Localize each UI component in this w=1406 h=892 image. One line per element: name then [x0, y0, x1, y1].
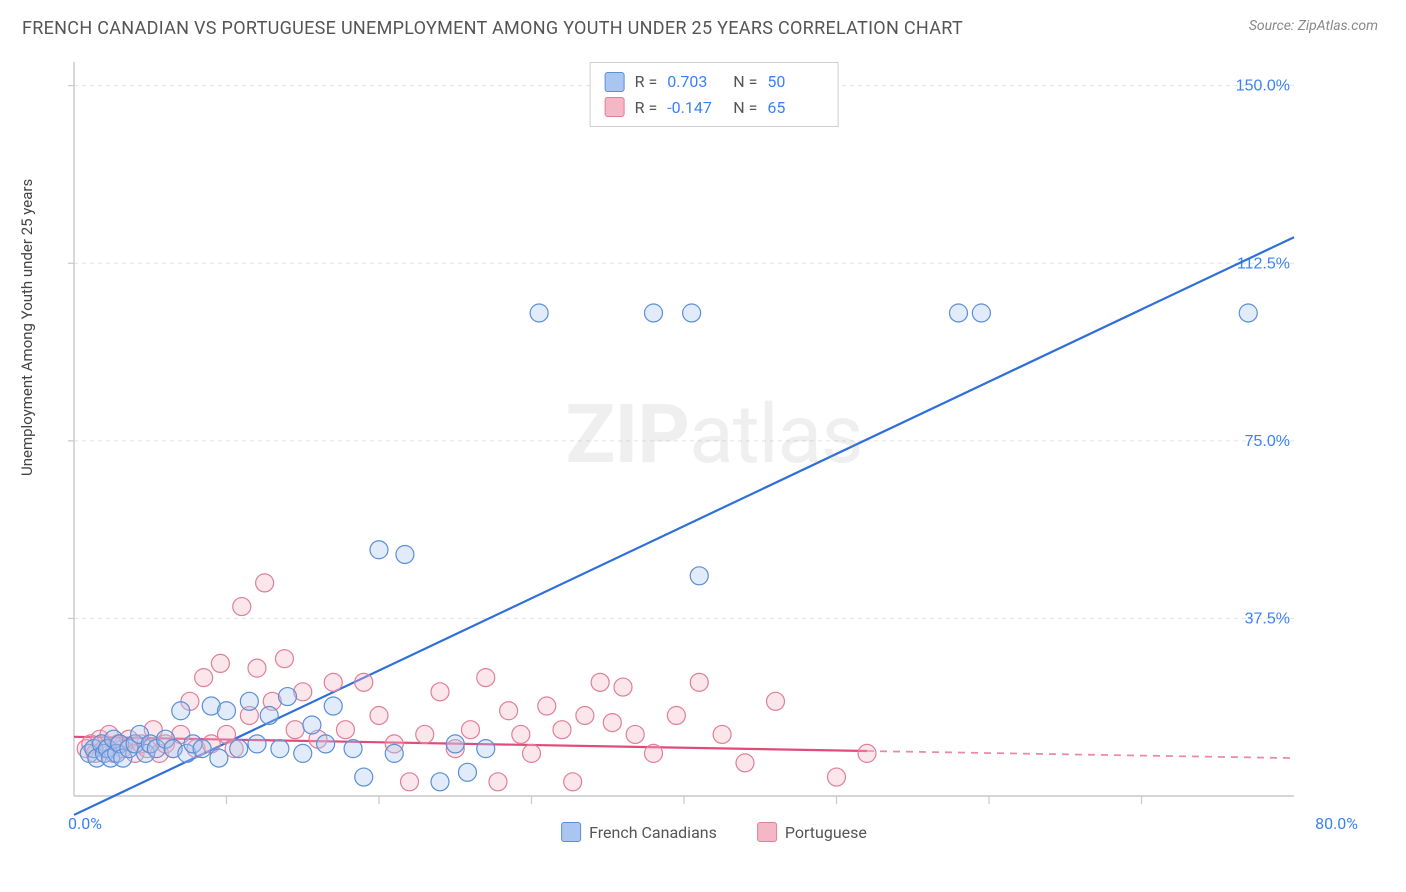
x-end-label: 80.0% — [1315, 814, 1358, 833]
series-legend: French Canadians Portuguese — [561, 822, 867, 842]
swatch-french — [605, 72, 625, 92]
legend-item-portuguese: Portuguese — [757, 822, 867, 842]
n-value-french: 50 — [767, 69, 823, 95]
svg-text:75.0%: 75.0% — [1245, 433, 1290, 450]
chart-title: FRENCH CANADIAN VS PORTUGUESE UNEMPLOYME… — [22, 18, 963, 39]
n-label-portuguese: N = — [733, 95, 757, 121]
legend-label-french: French Canadians — [589, 823, 717, 842]
r-value-portuguese: -0.147 — [667, 95, 723, 121]
n-value-portuguese: 65 — [767, 95, 823, 121]
source-attribution: Source: ZipAtlas.com — [1249, 18, 1378, 34]
chart-container: Unemployment Among Youth under 25 years … — [22, 56, 1382, 876]
svg-text:150.0%: 150.0% — [1236, 78, 1290, 95]
legend-item-french: French Canadians — [561, 822, 717, 842]
plot-area: 37.5%75.0%112.5%150.0% ZIPatlas R = 0.70… — [64, 56, 1364, 846]
source-label: Source: — [1249, 18, 1298, 34]
source-value: ZipAtlas.com — [1298, 18, 1378, 34]
x-origin-label: 0.0% — [68, 814, 102, 833]
legend-swatch-portuguese — [757, 822, 777, 842]
stats-row-portuguese: R = -0.147 N = 65 — [605, 95, 824, 121]
legend-swatch-french — [561, 822, 581, 842]
n-label-french: N = — [733, 69, 757, 95]
y-axis-label: Unemployment Among Youth under 25 years — [18, 179, 36, 476]
r-value-french: 0.703 — [667, 69, 723, 95]
r-label-french: R = — [635, 69, 658, 95]
stats-legend: R = 0.703 N = 50 R = -0.147 N = 65 — [590, 62, 839, 127]
r-label-portuguese: R = — [635, 95, 658, 121]
legend-label-portuguese: Portuguese — [785, 823, 867, 842]
svg-text:37.5%: 37.5% — [1245, 610, 1290, 627]
scatter-chart-svg: 37.5% 75.0% 112.5% 150.0% — [64, 56, 1364, 846]
swatch-portuguese — [605, 97, 625, 117]
svg-text:112.5%: 112.5% — [1237, 255, 1290, 272]
stats-row-french: R = 0.703 N = 50 — [605, 69, 824, 95]
